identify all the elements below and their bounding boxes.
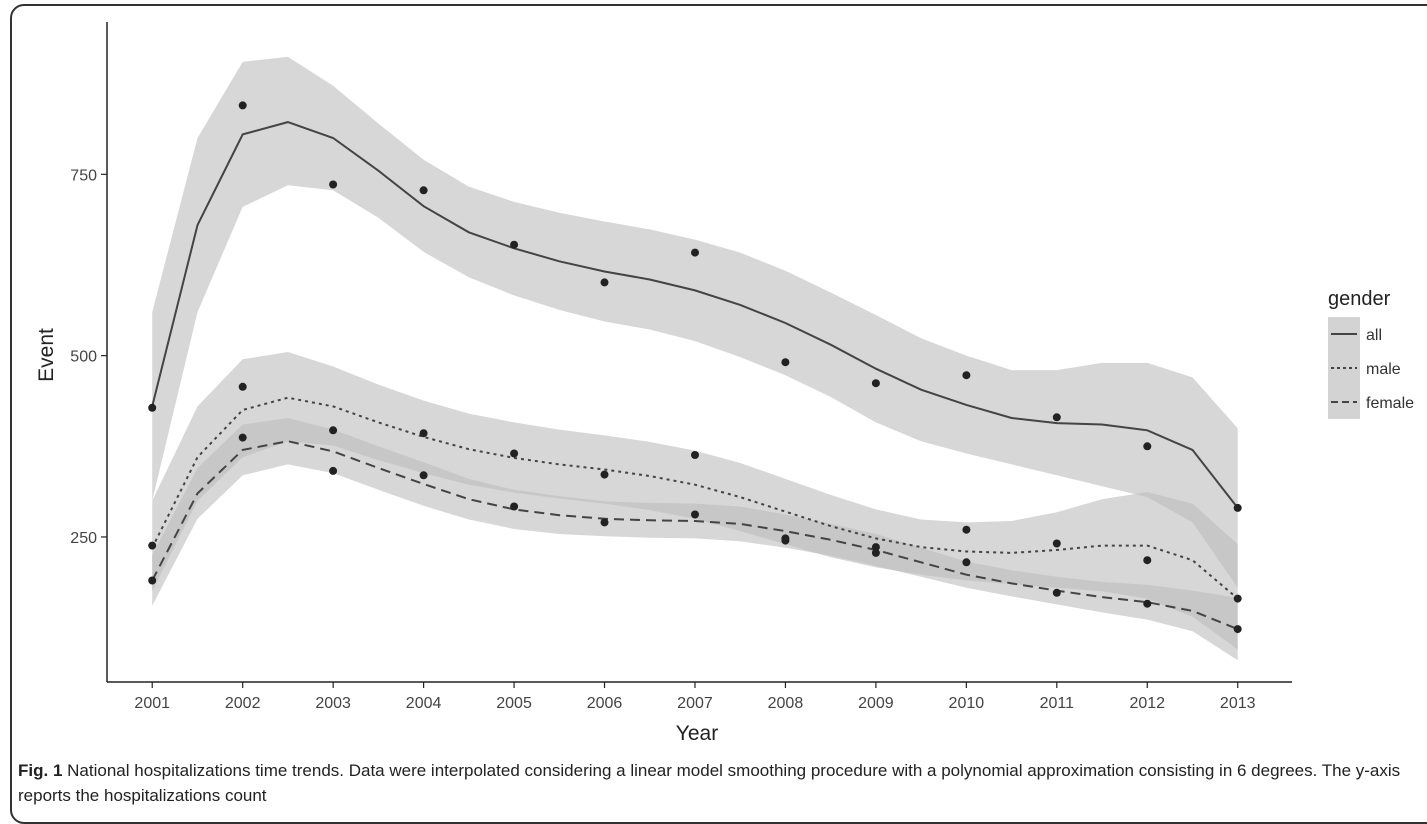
point-male-2009 [871,543,880,552]
point-female-2003 [329,466,338,475]
y-axis-label: Event [35,328,58,382]
legend: gender all male female [1328,288,1414,419]
point-all-2010 [962,371,971,380]
point-male-2001 [148,541,157,550]
point-all-2003 [329,180,338,189]
point-all-2012 [1143,442,1152,451]
point-male-2012 [1143,556,1152,565]
point-male-2005 [510,449,519,458]
point-male-2004 [419,429,428,438]
x-tick-label-2008: 2008 [768,695,804,712]
point-female-2001 [148,576,157,585]
point-female-2009 [871,548,880,557]
point-male-2002 [238,382,247,391]
point-all-2001 [148,403,157,412]
point-female-2004 [419,471,428,480]
point-all-2007 [691,248,699,257]
legend-label-female: female [1366,395,1414,412]
point-all-2005 [510,240,519,249]
point-female-2013 [1233,625,1242,634]
fit-line-all [151,121,1239,509]
x-tick-label-2011: 2011 [1040,695,1075,712]
point-male-2003 [329,426,338,435]
caption-label: Fig. 1 [18,761,63,780]
legend-title: gender [1328,288,1391,310]
point-male-2013 [1233,594,1242,603]
point-female-2007 [691,510,699,519]
point-male-2006 [600,470,609,479]
x-tick-label-2010: 2010 [949,695,985,712]
x-tick-label-2007: 2007 [677,695,713,712]
point-all-2002 [238,101,247,110]
x-tick-label-2001: 2001 [134,695,170,712]
x-tick-label-2003: 2003 [315,695,351,712]
y-tick-label-250: 250 [70,530,97,547]
axes: 2001 2002 2003 2004 2005 2006 2007 2008 2009 2010… [70,22,1292,712]
x-tick-label-2004: 2004 [406,695,442,712]
x-tick-label-2006: 2006 [587,695,623,712]
point-male-2010 [962,525,971,534]
point-female-2006 [600,518,609,527]
point-male-2007 [691,451,699,459]
chart: 2001 2002 2003 2004 2005 2006 2007 2008 2009 2010… [35,22,1414,745]
y-tick-label-750: 750 [70,167,97,184]
point-female-2008 [781,536,790,545]
x-tick-label-2009: 2009 [858,695,894,712]
point-female-2012 [1143,599,1152,608]
point-male-2011 [1052,539,1061,548]
figure-caption: Fig. 1 National hospitalizations time tr… [18,758,1408,808]
legend-label-all: all [1366,327,1382,344]
legend-label-male: male [1366,361,1401,378]
data-points [148,101,1242,634]
point-female-2005 [510,502,519,511]
y-tick-label-500: 500 [70,349,97,366]
x-tick-label-2013: 2013 [1220,695,1256,712]
point-all-2013 [1233,503,1242,512]
point-all-2006 [600,278,609,287]
x-tick-label-2005: 2005 [496,695,532,712]
point-all-2008 [781,358,790,367]
x-tick-label-2002: 2002 [225,695,261,712]
point-female-2011 [1052,588,1061,597]
caption-text: National hospitalizations time trends. D… [18,761,1401,805]
point-all-2004 [419,186,428,195]
x-axis-label: Year [676,722,718,745]
point-all-2009 [871,379,880,388]
point-female-2002 [238,433,247,442]
x-tick-label-2012: 2012 [1129,695,1165,712]
fit-line-male [151,396,1239,600]
point-all-2011 [1052,413,1061,422]
confidence-bands [152,56,1238,661]
point-female-2010 [962,558,971,567]
